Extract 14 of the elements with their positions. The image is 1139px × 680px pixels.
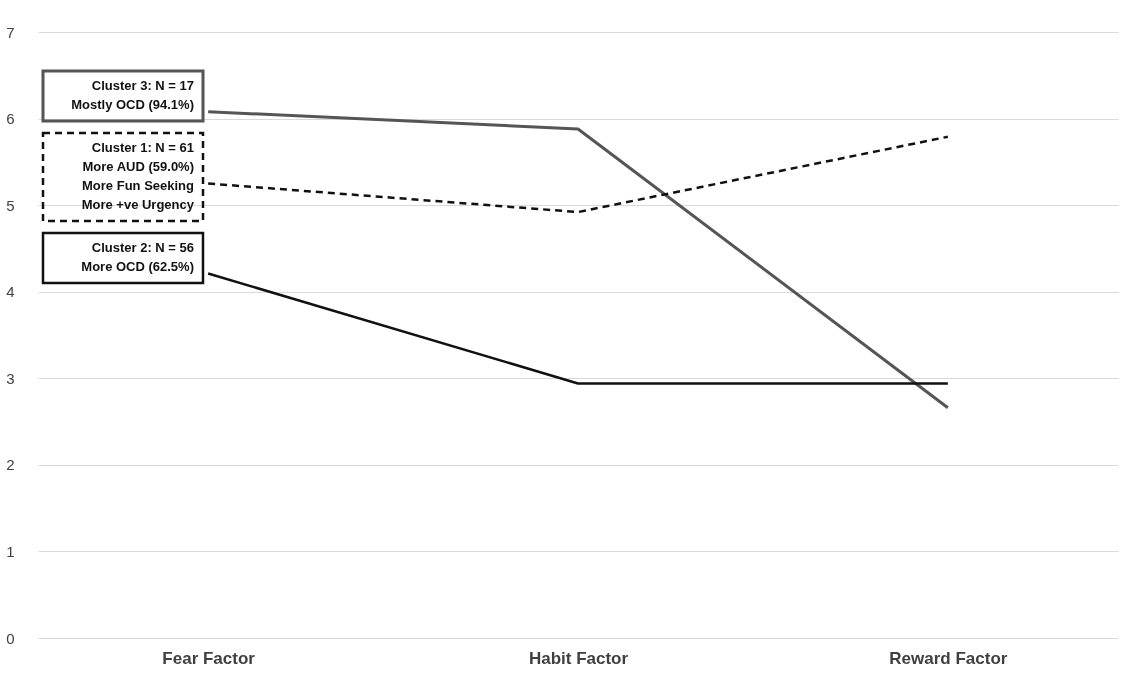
annotation: Cluster 3: N = 17 Mostly OCD (94.1%): [71, 78, 194, 112]
annotation: Cluster 2: N = 56 More OCD (62.5%): [81, 240, 194, 274]
x-tick-label: Fear Factor: [162, 648, 256, 668]
y-tick-label: 6: [6, 110, 15, 128]
x-tick-label: Habit Factor: [528, 648, 629, 668]
y-tick-label: 7: [6, 23, 15, 41]
y-tick-label: 2: [6, 456, 15, 474]
y-tick-label: 3: [6, 369, 15, 387]
y-tick-label: 1: [6, 542, 15, 560]
y-tick-label: 4: [6, 283, 15, 301]
x-tick-label: Reward Factor: [889, 648, 1008, 668]
y-tick-label: 0: [6, 629, 15, 647]
annotation: Cluster 1: N = 61 More AUD (59.0%) More Fun Seeking More +ve Urgency: [81, 140, 195, 212]
y-tick-label: 5: [6, 196, 15, 214]
